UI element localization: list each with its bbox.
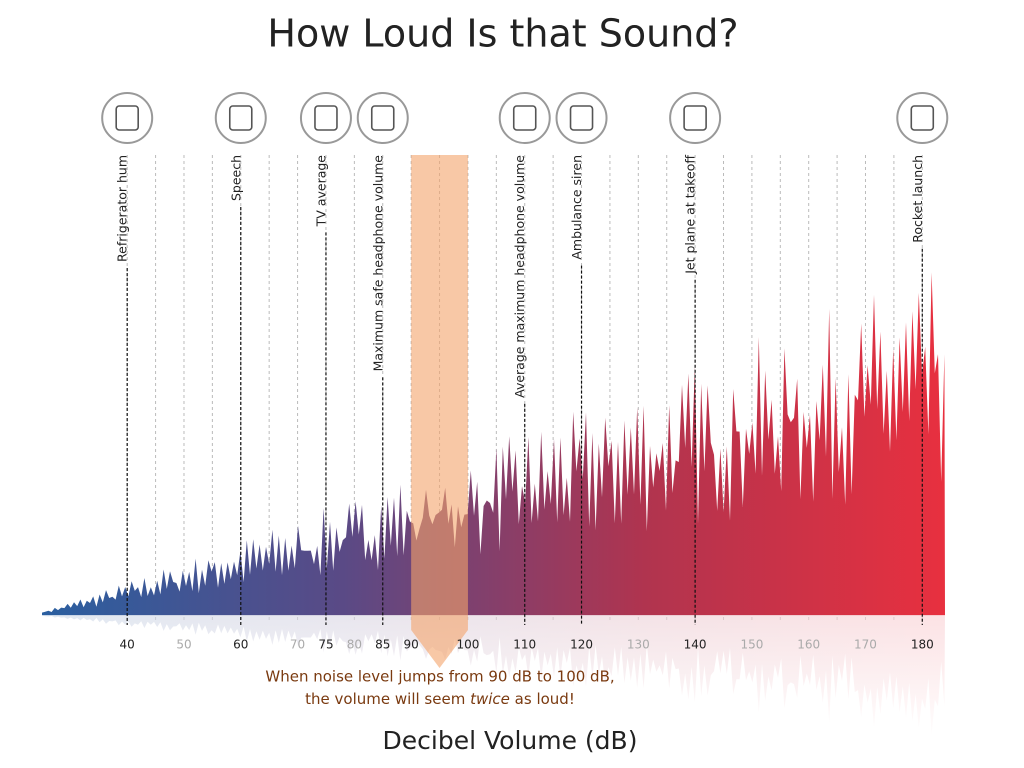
sounds: Refrigerator hum Speech TV average Maximum … [101, 92, 949, 625]
sound-label: Refrigerator hum [115, 155, 130, 262]
x-tick-label: 85 [375, 638, 390, 652]
x-axis: 40 60 75 85 90 100 110 120 140 180 50 70 80 130 150 160… [120, 638, 934, 652]
sound-icon [299, 92, 352, 144]
x-tick-label: 60 [233, 638, 248, 652]
sound-label: Ambulance siren [569, 155, 584, 260]
sound-marker: Average maximum headphone volume [498, 92, 551, 625]
x-tick-label-minor: 80 [347, 638, 362, 652]
x-tick-label-minor: 160 [797, 638, 820, 652]
highlight [411, 155, 468, 668]
sound-icon-glyph [370, 105, 395, 131]
x-tick-label: 90 [404, 638, 419, 652]
annotation-part: as loud! [515, 690, 575, 708]
sound-icon [896, 92, 949, 144]
sound-icon-glyph [910, 105, 935, 131]
sound-icon [356, 92, 409, 144]
sound-icon [555, 92, 608, 144]
sound-icon [101, 92, 154, 144]
x-tick-label: 110 [513, 638, 536, 652]
waveform-area [42, 272, 945, 615]
sound-icon [669, 92, 722, 144]
sound-label: Average maximum headphone volume [512, 155, 527, 398]
sound-icon [498, 92, 551, 144]
x-tick-label: 75 [318, 638, 333, 652]
sound-icon [214, 92, 267, 144]
sound-marker: TV average [299, 92, 352, 625]
annotation: the volume will seem twice as loud! [305, 690, 575, 708]
waveform [42, 272, 945, 746]
x-tick-label: 180 [911, 638, 934, 652]
x-axis-title: Decibel Volume (dB) [383, 726, 638, 755]
x-tick-label-minor: 150 [740, 638, 763, 652]
sound-icon-glyph [512, 105, 537, 131]
sound-marker: Ambulance siren [555, 92, 608, 625]
sound-icon-glyph [314, 105, 338, 131]
annotation-part: the volume will seem [305, 690, 465, 708]
sound-label: Rocket launch [910, 155, 925, 243]
chart-title: How Loud Is that Sound? [267, 12, 738, 56]
sound-label: Jet plane at takeoff [683, 155, 698, 275]
x-tick-label: 100 [456, 638, 479, 652]
x-tick-label-minor: 70 [290, 638, 305, 652]
x-tick-label: 120 [570, 638, 593, 652]
x-tick-label: 140 [684, 638, 707, 652]
annotation: When noise level jumps from 90 dB to 100… [265, 668, 614, 686]
sound-marker: Rocket launch [896, 92, 949, 625]
sound-icon-glyph [683, 105, 707, 131]
sound-icon-glyph [569, 105, 594, 131]
x-tick-label-minor: 50 [176, 638, 191, 652]
sound-marker: Maximum safe headphone volume [356, 92, 409, 625]
x-tick-label-minor: 130 [627, 638, 650, 652]
highlight-band [411, 155, 468, 668]
annotation-emphasis: twice [470, 690, 510, 708]
sound-marker: Refrigerator hum [101, 92, 154, 625]
sound-icon-glyph [115, 105, 139, 131]
sound-label: TV average [313, 155, 328, 228]
x-tick-label: 40 [120, 638, 135, 652]
sound-label: Maximum safe headphone volume [370, 155, 385, 372]
sound-icon-glyph [228, 105, 253, 131]
sound-marker: Speech [214, 92, 267, 625]
reflection-fade [42, 616, 945, 746]
x-tick-label-minor: 170 [854, 638, 877, 652]
sound-label: Speech [228, 155, 243, 201]
sound-marker: Jet plane at takeoff [669, 92, 722, 625]
